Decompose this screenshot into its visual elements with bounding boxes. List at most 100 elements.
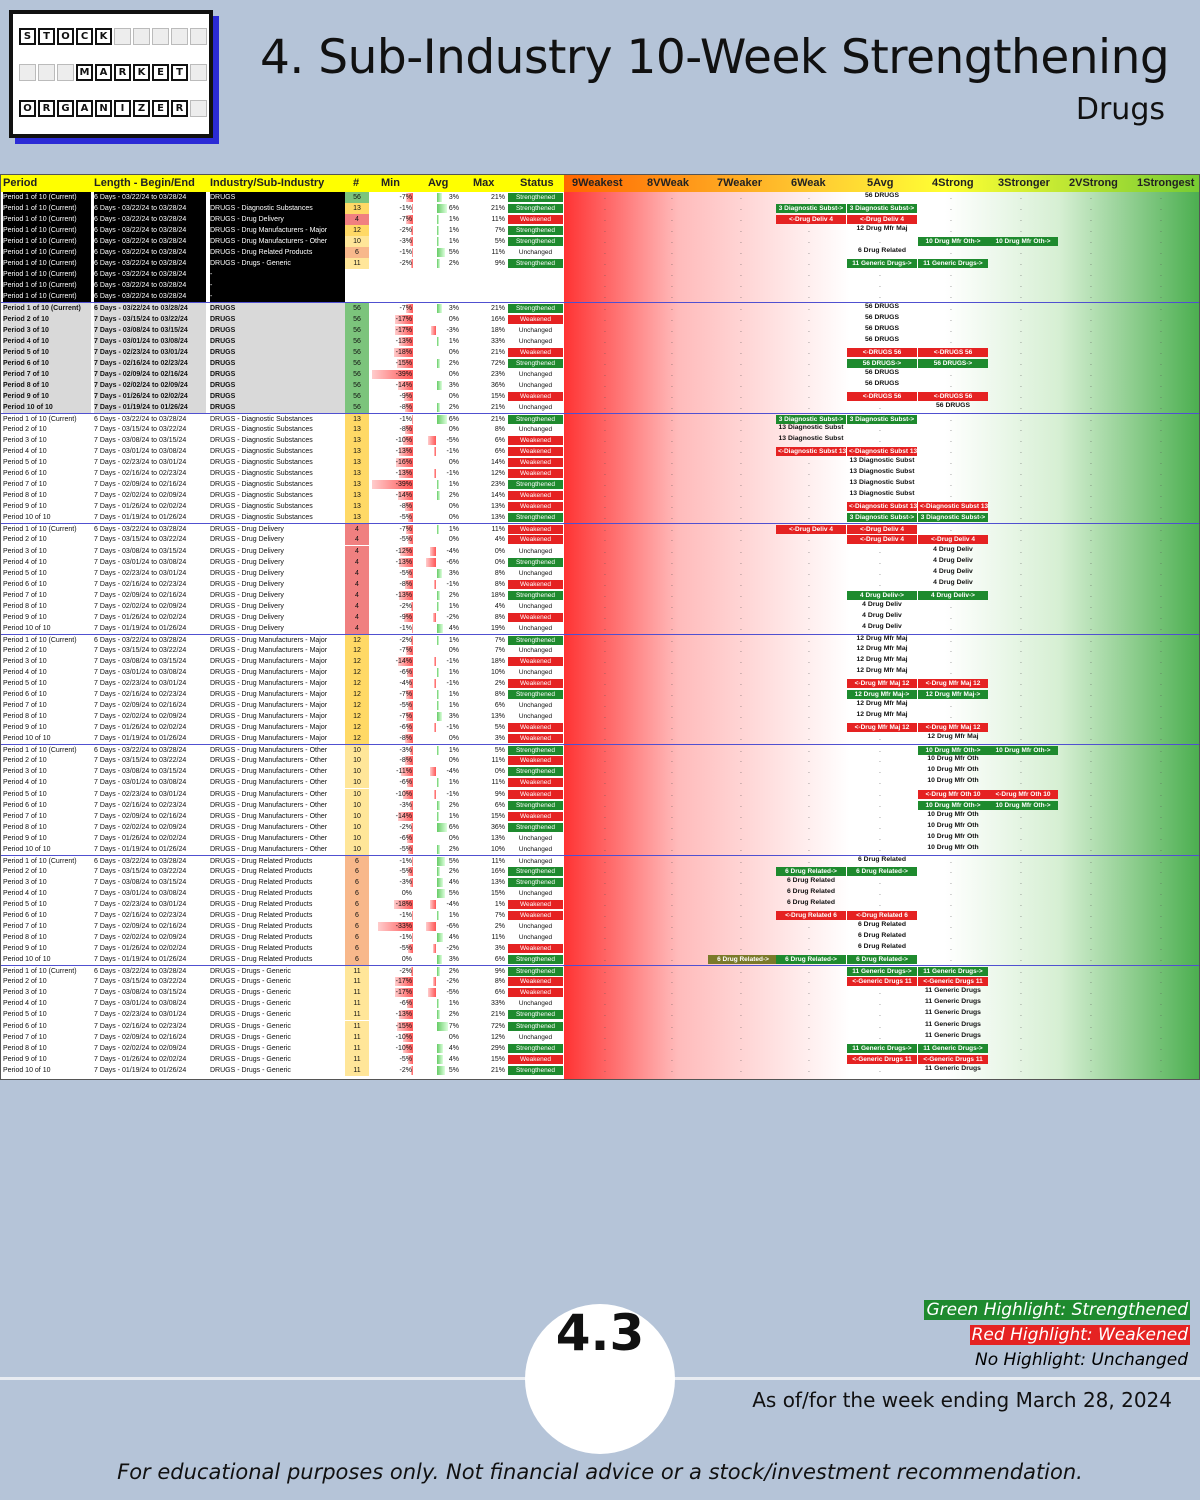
avg-cell: -6% — [446, 558, 459, 566]
avg-cell: 5% — [448, 857, 459, 865]
period-cell: Period 1 of 10 (Current) — [3, 280, 91, 292]
avg-cell: 6% — [448, 415, 459, 423]
empty-rank-dot: . — [879, 1011, 881, 1019]
logo-letter-tile — [114, 28, 131, 45]
count-cell: 4 — [345, 534, 369, 546]
empty-rank-dot: . — [671, 326, 673, 334]
status-cell: Weakened — [508, 436, 563, 446]
industry-cell: DRUGS - Diagnostic Substances — [210, 415, 313, 423]
logo-letter-tile — [38, 64, 55, 81]
avg-cell: 1% — [448, 779, 459, 787]
empty-rank-dot: . — [604, 889, 606, 897]
avg-bar — [437, 259, 441, 269]
empty-rank-dot: . — [604, 912, 606, 920]
rank-label: 10 Drug Mfr Oth-> — [918, 237, 988, 247]
empty-rank-dot: . — [1090, 923, 1092, 931]
empty-rank-dot: . — [604, 657, 606, 665]
avg-cell: -1% — [446, 448, 459, 456]
period-cell: Period 1 of 10 (Current) — [3, 303, 91, 315]
empty-rank-dot: . — [604, 205, 606, 213]
empty-rank-dot: . — [1090, 1033, 1092, 1041]
count-cell: 13 — [345, 413, 369, 425]
min-cell: -7% — [399, 691, 412, 699]
empty-rank-dot: . — [604, 492, 606, 500]
length-cell: 6 Days - 03/22/24 to 03/28/24 — [94, 636, 187, 644]
min-bar — [399, 336, 413, 346]
status-cell: Weakened — [508, 977, 563, 987]
min-bar — [378, 922, 413, 932]
rank-label: 10 Drug Mfr Oth-> — [918, 746, 988, 756]
industry-cell: - — [210, 280, 345, 292]
empty-rank-dot: . — [950, 912, 952, 920]
empty-rank-dot: . — [604, 735, 606, 743]
count-cell: 10 — [345, 766, 369, 778]
industry-cell: DRUGS - Drug Delivery — [210, 580, 284, 588]
empty-rank-dot: . — [1020, 392, 1022, 400]
min-cell: -13% — [395, 337, 412, 345]
empty-rank-dot: . — [1160, 747, 1162, 755]
status-cell: Unchanged — [518, 702, 553, 710]
empty-rank-dot: . — [879, 845, 881, 853]
table-row: Period 5 of 10 7 Days - 02/23/24 to 03/01… — [1, 1009, 1199, 1021]
rank-label: 4 Drug Deliv — [933, 567, 973, 575]
min-bar — [408, 679, 413, 689]
empty-rank-dot: . — [950, 415, 952, 423]
avg-bar — [437, 811, 439, 821]
max-cell: 29% — [490, 1044, 505, 1052]
count-cell: 56 — [345, 357, 369, 369]
min-cell: -2% — [399, 227, 412, 235]
industry-cell: DRUGS - Drug Delivery — [210, 624, 284, 632]
table-row: Period 8 of 10 7 Days - 02/02/24 to 02/09… — [1, 490, 1199, 502]
min-bar — [397, 1021, 413, 1031]
avg-bar — [437, 590, 441, 600]
industry-cell: DRUGS - Drugs - Generic — [210, 1066, 291, 1074]
min-bar — [404, 734, 413, 744]
max-cell: 4% — [494, 536, 505, 544]
empty-rank-dot: . — [1020, 305, 1022, 313]
empty-rank-dot: . — [808, 923, 810, 931]
empty-rank-dot: . — [808, 238, 810, 246]
count-cell: 12 — [345, 678, 369, 690]
empty-rank-dot: . — [604, 536, 606, 544]
industry-cell: DRUGS - Drug Delivery — [210, 526, 284, 534]
avg-bar — [437, 491, 441, 501]
industry-cell: DRUGS — [210, 401, 345, 413]
avg-bar — [428, 436, 436, 446]
column-header: 2VStrong — [1069, 177, 1118, 189]
min-cell: -3% — [399, 801, 412, 809]
empty-rank-dot: . — [1160, 526, 1162, 534]
rank-label: 6 Drug Related — [858, 943, 906, 951]
logo-letter-tile: M — [76, 64, 93, 81]
empty-rank-dot: . — [1090, 878, 1092, 886]
rank-label: <-Drug Mfr Maj 12 — [847, 723, 917, 733]
rank-label: <-Drug Mfr Maj 12 — [918, 679, 988, 689]
period-cell: Period 10 of 10 — [3, 845, 51, 853]
empty-rank-dot: . — [1160, 613, 1162, 621]
empty-rank-dot: . — [1090, 978, 1092, 986]
empty-rank-dot: . — [604, 370, 606, 378]
count-cell: 11 — [345, 258, 369, 270]
empty-rank-dot: . — [1020, 260, 1022, 268]
empty-rank-dot: . — [1160, 194, 1162, 201]
count-cell: 10 — [345, 832, 369, 844]
empty-rank-dot: . — [671, 768, 673, 776]
length-cell: 7 Days - 01/19/24 to 01/26/24 — [94, 514, 187, 522]
length-cell: 7 Days - 02/23/24 to 03/01/24 — [94, 680, 187, 688]
length-cell: 6 Days - 03/22/24 to 03/28/24 — [94, 258, 206, 270]
status-cell: Weakened — [508, 347, 563, 357]
empty-rank-dot: . — [950, 470, 952, 478]
avg-bar — [429, 767, 436, 777]
rank-label: <-Drug Related 6 — [776, 911, 846, 921]
count-cell: 4 — [345, 589, 369, 601]
empty-rank-dot: . — [740, 194, 742, 201]
empty-rank-dot: . — [671, 437, 673, 445]
max-cell: 11% — [491, 526, 506, 534]
empty-rank-dot: . — [1090, 1000, 1092, 1008]
period-cell: Period 8 of 10 — [3, 492, 47, 500]
rank-label: 10 Drug Mfr Oth — [927, 777, 979, 785]
empty-rank-dot: . — [671, 271, 673, 279]
max-cell: 21% — [490, 348, 505, 356]
empty-rank-dot: . — [671, 1022, 673, 1030]
avg-bar — [434, 579, 436, 589]
empty-rank-dot: . — [604, 227, 606, 235]
